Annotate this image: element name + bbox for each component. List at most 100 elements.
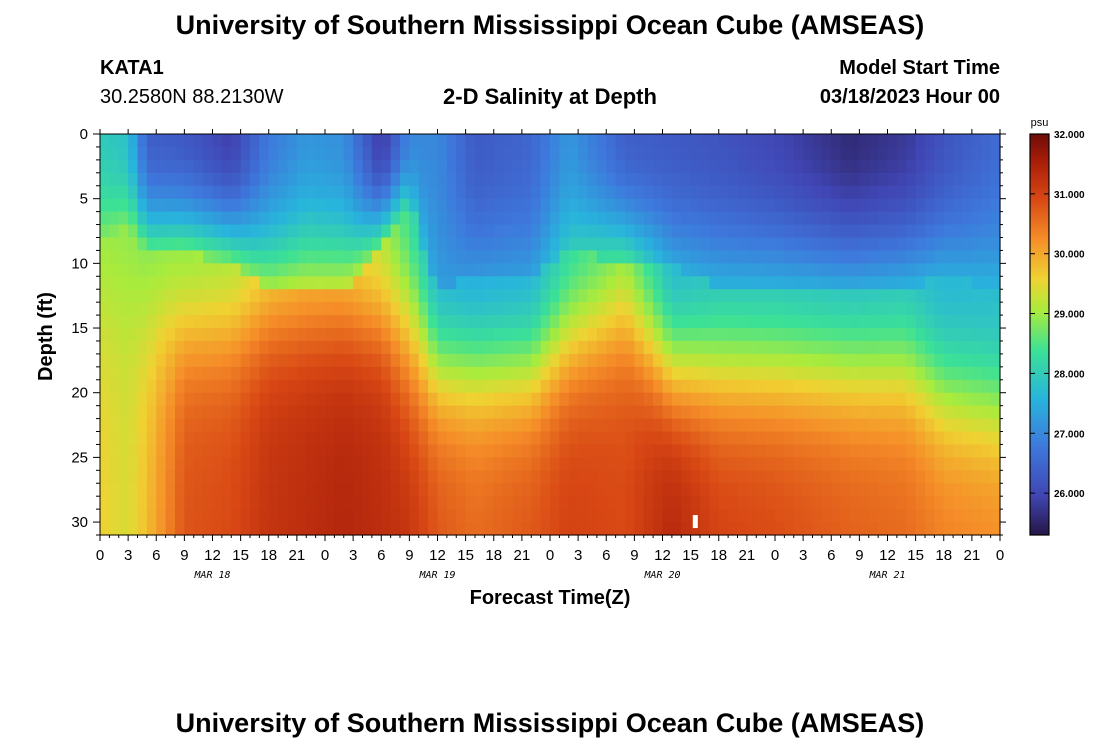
heat-cell: [409, 431, 420, 446]
heat-cell: [334, 302, 345, 316]
heat-cell: [268, 185, 279, 200]
heat-cell: [737, 340, 748, 355]
heat-cell: [325, 211, 335, 226]
heat-cell: [953, 340, 964, 355]
heat-cell: [418, 185, 429, 200]
heat-cell: [934, 392, 945, 407]
heat-cell: [943, 392, 954, 407]
heat-cell: [850, 431, 860, 446]
heat-cell: [390, 457, 401, 471]
heat-cell: [596, 263, 607, 277]
heat-cell: [315, 340, 326, 355]
heat-cell: [531, 431, 542, 446]
heat-cell: [390, 134, 401, 148]
heat-cell: [259, 172, 270, 187]
heat-cell: [531, 134, 542, 148]
heat-cell: [268, 509, 279, 523]
heat-cell: [606, 418, 617, 433]
heat-cell: [193, 392, 204, 407]
heat-cell: [484, 159, 495, 174]
heat-cell: [212, 224, 223, 239]
heat-cell: [775, 353, 785, 368]
heat-cell: [521, 315, 532, 329]
heat-cell: [109, 392, 120, 407]
heat-cell: [175, 483, 185, 497]
heat-cell: [456, 263, 467, 277]
heat-cell: [456, 340, 467, 355]
heat-cell: [315, 172, 326, 187]
heat-cell: [775, 185, 785, 200]
heat-cell: [812, 315, 823, 329]
heat-cell: [878, 328, 889, 342]
heat-cell: [175, 198, 185, 213]
heat-cell: [821, 522, 832, 536]
x-tick-label: 15: [457, 547, 474, 564]
heat-cell: [362, 224, 373, 239]
heat-cell: [503, 211, 514, 226]
heat-cell: [512, 522, 523, 536]
heat-cell: [446, 431, 457, 446]
heat-cell: [812, 250, 823, 264]
heat-cell: [700, 146, 710, 161]
heat-cell: [446, 522, 457, 536]
heat-cell: [371, 496, 382, 510]
heat-cell: [165, 134, 176, 148]
heat-cell: [353, 134, 364, 148]
heat-cell: [793, 457, 804, 471]
heat-cell: [596, 418, 607, 433]
heat-cell: [643, 224, 654, 239]
heat-cell: [428, 522, 439, 536]
heat-cell: [456, 353, 467, 368]
heat-cell: [737, 146, 748, 161]
heat-cell: [878, 315, 889, 329]
heat-cell: [100, 470, 110, 484]
x-tick-label: 12: [654, 547, 671, 564]
heat-cell: [700, 172, 710, 187]
heat-cell: [840, 211, 851, 226]
heat-cell: [625, 146, 635, 161]
heat-cell: [315, 224, 326, 239]
heat-cell: [296, 211, 307, 226]
heat-cell: [953, 444, 964, 458]
heat-cell: [118, 483, 129, 497]
heat-cell: [418, 315, 429, 329]
heat-cell: [803, 224, 814, 239]
heat-cell: [868, 457, 879, 471]
heat-cell: [287, 289, 298, 303]
heat-cell: [625, 366, 635, 381]
heat-cell: [240, 405, 251, 420]
heat-cell: [100, 431, 110, 446]
heat-cell: [203, 340, 214, 355]
heat-cell: [728, 366, 739, 381]
heat-cell: [325, 444, 335, 458]
heat-cell: [128, 134, 139, 148]
heat-cell: [831, 315, 842, 329]
heat-cell: [493, 263, 504, 277]
heat-cell: [165, 289, 176, 303]
heat-cell: [503, 470, 514, 484]
heat-cell: [559, 276, 570, 290]
heat-cell: [803, 431, 814, 446]
heat-cell: [118, 379, 129, 394]
heat-cell: [212, 405, 223, 420]
heat-cell: [296, 302, 307, 316]
heat-cell: [409, 134, 420, 148]
heat-cell: [531, 224, 542, 239]
heat-cell: [334, 224, 345, 239]
heat-cell: [128, 379, 139, 394]
heat-cell: [325, 224, 335, 239]
heat-cell: [165, 172, 176, 187]
heat-cell: [868, 146, 879, 161]
heat-cell: [109, 159, 120, 174]
heat-cell: [934, 263, 945, 277]
heat-cell: [306, 250, 317, 264]
heat-cell: [475, 237, 485, 252]
heat-cell: [550, 289, 560, 303]
heat-cell: [484, 353, 495, 368]
heat-cell: [634, 353, 645, 368]
heat-cell: [831, 146, 842, 161]
heat-cell: [596, 470, 607, 484]
heat-cell: [203, 470, 214, 484]
heat-cell: [878, 302, 889, 316]
heat-cell: [540, 198, 551, 213]
